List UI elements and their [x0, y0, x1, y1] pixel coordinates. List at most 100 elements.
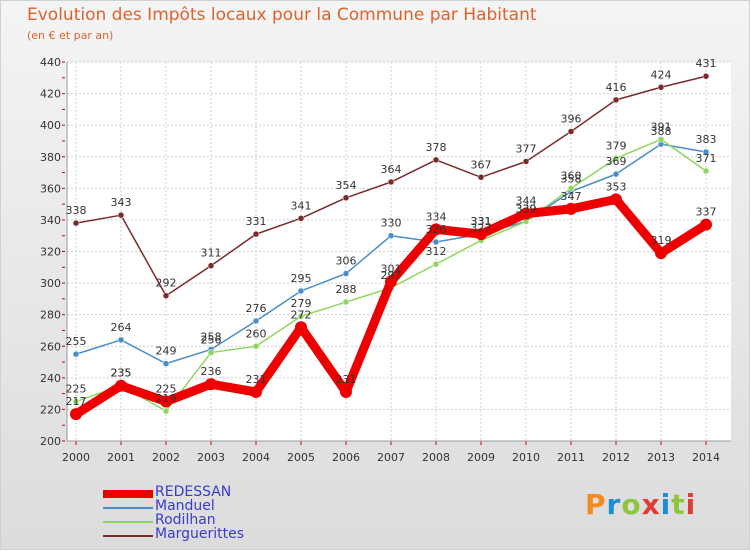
- legend-swatch-marguerittes: [103, 535, 153, 537]
- chart-subtitle: (en € et par an): [27, 29, 114, 42]
- data-point-marguerittes: [162, 292, 170, 299]
- data-point-rodilhan: [207, 349, 215, 356]
- data-point-rodilhan: [702, 167, 710, 175]
- data-label-manduel: 276: [246, 302, 267, 315]
- proxiti-logo-letter: i: [660, 488, 672, 521]
- data-label-rodilhan: 391: [651, 120, 672, 133]
- data-label-marguerittes: 416: [606, 81, 627, 94]
- data-label-redessan: 217: [66, 395, 87, 408]
- data-point-marguerittes: [387, 178, 395, 186]
- data-label-manduel: 369: [606, 155, 627, 168]
- data-label-rodilhan: 225: [66, 383, 87, 396]
- data-point-redessan: [205, 378, 217, 391]
- data-point-manduel: [72, 350, 80, 358]
- data-label-manduel: 339: [516, 202, 537, 215]
- data-label-rodilhan: 371: [696, 152, 717, 165]
- data-point-marguerittes: [612, 96, 620, 104]
- data-label-manduel: 388: [651, 125, 672, 138]
- legend-swatch-rodilhan: [103, 521, 153, 523]
- data-point-redessan: [115, 379, 127, 392]
- data-point-redessan: [430, 223, 442, 236]
- y-tick-label: 280: [40, 309, 61, 322]
- data-point-redessan: [295, 321, 307, 334]
- data-label-redessan: 337: [696, 206, 717, 219]
- data-label-rodilhan: 360: [561, 169, 582, 182]
- legend-label-rodilhan: Rodilhan: [155, 512, 216, 528]
- x-tick-label: 2009: [467, 451, 495, 464]
- data-label-rodilhan: 339: [516, 202, 537, 215]
- data-point-rodilhan: [72, 398, 80, 405]
- legend-swatch-redessan: [103, 490, 153, 498]
- data-point-redessan: [160, 395, 172, 408]
- data-point-marguerittes: [567, 128, 575, 135]
- x-tick-label: 2007: [377, 451, 405, 464]
- proxiti-logo-letter: i: [685, 488, 697, 521]
- data-label-marguerittes: 338: [66, 204, 87, 217]
- data-point-rodilhan: [432, 260, 440, 268]
- data-label-redessan: 301: [381, 263, 402, 276]
- data-label-redessan: 235: [111, 367, 132, 380]
- data-label-manduel: 358: [561, 172, 582, 185]
- y-tick-label: 400: [40, 119, 61, 132]
- data-label-marguerittes: 424: [651, 68, 672, 81]
- x-tick-label: 2011: [557, 451, 585, 464]
- x-tick-label: 2010: [512, 451, 540, 464]
- data-label-redessan: 334: [426, 210, 447, 223]
- data-point-manduel: [297, 287, 305, 295]
- x-tick-label: 2008: [422, 451, 450, 464]
- data-label-rodilhan: 260: [246, 327, 267, 340]
- data-label-redessan: 225: [156, 383, 177, 396]
- proxiti-logo: Proxiti: [585, 488, 696, 521]
- x-tick-label: 2000: [62, 451, 90, 464]
- y-tick-label: 260: [40, 340, 61, 353]
- data-label-marguerittes: 311: [201, 247, 222, 260]
- data-label-rodilhan: 256: [201, 334, 222, 347]
- data-label-rodilhan: 327: [471, 221, 492, 234]
- data-label-rodilhan: 219: [156, 392, 177, 405]
- data-label-rodilhan: 235: [111, 367, 132, 380]
- data-label-marguerittes: 377: [516, 142, 537, 155]
- x-tick-label: 2005: [287, 451, 315, 464]
- data-point-rodilhan: [342, 298, 350, 306]
- data-label-redessan: 344: [516, 195, 537, 208]
- data-point-redessan: [565, 202, 577, 215]
- data-point-manduel: [702, 148, 710, 156]
- data-point-manduel: [117, 336, 125, 344]
- data-point-rodilhan: [612, 155, 620, 162]
- chart-title: Evolution des Impôts locaux pour la Comm…: [27, 5, 537, 25]
- x-tick-label: 2003: [197, 451, 225, 464]
- data-point-redessan: [655, 247, 667, 260]
- y-tick-label: 300: [40, 277, 61, 290]
- data-point-rodilhan: [297, 312, 305, 320]
- y-tick-label: 440: [40, 56, 61, 69]
- data-label-manduel: 383: [696, 133, 717, 146]
- proxiti-logo-letter: r: [606, 488, 622, 521]
- data-point-manduel: [162, 360, 170, 367]
- data-point-manduel: [612, 170, 620, 178]
- data-label-marguerittes: 378: [426, 141, 447, 154]
- data-point-marguerittes: [207, 262, 215, 269]
- data-label-manduel: 258: [201, 330, 222, 343]
- y-tick-label: 240: [40, 372, 61, 385]
- data-point-redessan: [610, 193, 622, 206]
- data-label-redessan: 319: [651, 234, 672, 247]
- data-label-redessan: 231: [246, 373, 267, 386]
- data-point-manduel: [252, 317, 260, 325]
- data-point-marguerittes: [522, 158, 530, 165]
- data-point-redessan: [385, 275, 397, 288]
- data-label-redessan: 331: [471, 215, 492, 228]
- data-point-redessan: [475, 228, 487, 241]
- data-point-rodilhan: [657, 136, 665, 143]
- legend-label-marguerittes: Marguerittes: [155, 526, 245, 542]
- data-label-manduel: 306: [336, 255, 357, 268]
- data-label-rodilhan: 312: [426, 245, 447, 258]
- x-tick-label: 2004: [242, 451, 270, 464]
- data-point-marguerittes: [432, 156, 440, 164]
- data-label-marguerittes: 431: [696, 57, 717, 70]
- data-point-marguerittes: [297, 215, 305, 222]
- data-label-manduel: 330: [381, 217, 402, 230]
- data-label-rodilhan: 297: [381, 269, 402, 282]
- data-label-manduel: 264: [111, 321, 132, 334]
- data-point-marguerittes: [477, 174, 485, 181]
